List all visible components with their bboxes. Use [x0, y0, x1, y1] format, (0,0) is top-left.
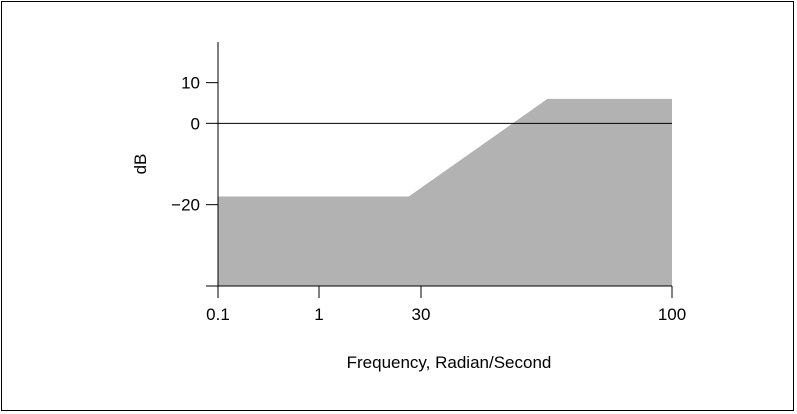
x-tick-label-1: 1	[314, 305, 323, 324]
x-tick-label-0: 0.1	[206, 305, 230, 324]
y-tick-label-2: −20	[171, 196, 200, 215]
y-axis-title: dB	[131, 154, 150, 175]
area-series-0	[218, 98, 672, 287]
tick-layer: 100−200.1 1 30 100	[171, 74, 686, 324]
x-tick-label-2: 30	[412, 305, 431, 324]
x-axis-title: Frequency, Radian/Second	[347, 353, 552, 372]
area-layer	[218, 98, 672, 287]
x-tick-label-3: 100	[658, 305, 686, 324]
y-tick-label-1: 0	[191, 114, 200, 133]
y-tick-label-0: 10	[181, 74, 200, 93]
